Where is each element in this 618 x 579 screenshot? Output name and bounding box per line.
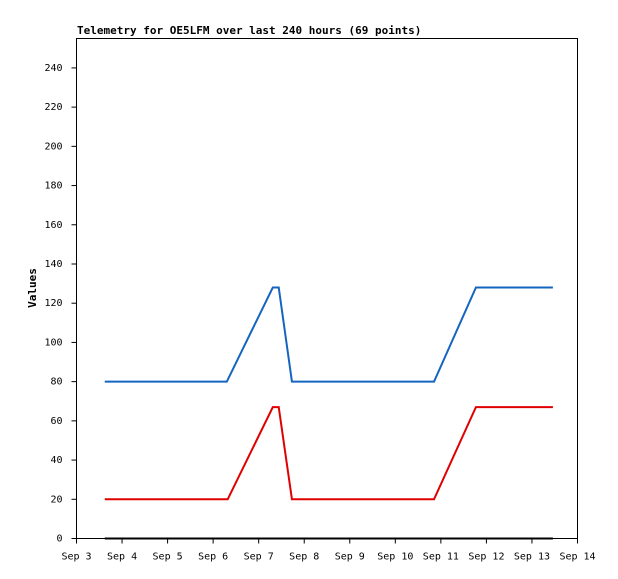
y-tick-label: 240 [44, 63, 62, 74]
x-tick-label: Sep 13 [514, 552, 550, 563]
x-tick-label: Sep 14 [559, 552, 595, 563]
y-axis-label: Values [26, 268, 39, 308]
x-tick-label: Sep 7 [244, 552, 274, 563]
y-tick-label: 100 [44, 337, 62, 348]
x-tick-label: Sep 12 [468, 552, 504, 563]
x-tick-label: Sep 3 [61, 552, 91, 563]
y-tick-label: 180 [44, 181, 62, 192]
series-line [104, 406, 553, 501]
chart-title: Telemetry for OE5LFM over last 240 hours… [77, 24, 421, 37]
x-tick-label: Sep 8 [289, 552, 319, 563]
y-tick-label: 140 [44, 259, 62, 270]
y-tick-label: 160 [44, 220, 62, 231]
x-tick-label: Sep 4 [107, 552, 137, 563]
x-tick-label: Sep 5 [153, 552, 183, 563]
y-tick-label: 120 [44, 298, 62, 309]
y-tick-label: 0 [56, 534, 62, 545]
y-tick-label: 80 [50, 377, 62, 388]
x-tick-label: Sep 9 [335, 552, 365, 563]
y-tick-label: 60 [50, 416, 62, 427]
x-tick-label: Sep 11 [423, 552, 459, 563]
y-tick-label: 220 [44, 102, 62, 113]
y-tick-label: 200 [44, 141, 62, 152]
x-tick-label: Sep 10 [377, 552, 413, 563]
y-tick-label: 40 [50, 455, 62, 466]
y-tick-label: 20 [50, 494, 62, 505]
x-tick-label: Sep 6 [198, 552, 228, 563]
series-line [104, 286, 553, 383]
